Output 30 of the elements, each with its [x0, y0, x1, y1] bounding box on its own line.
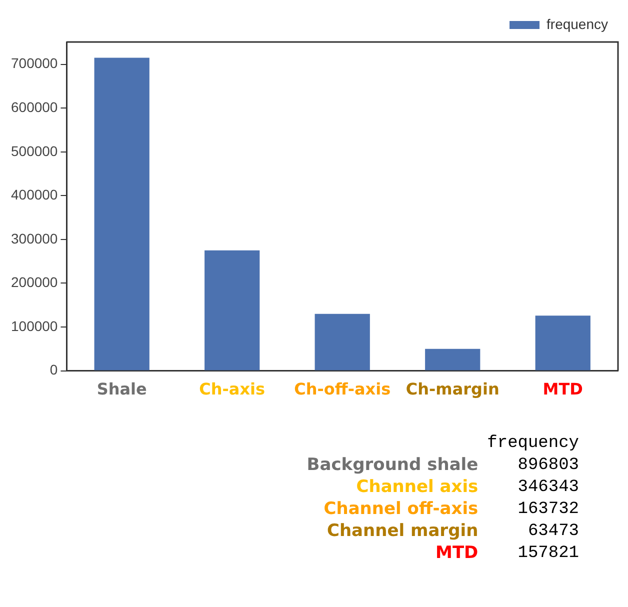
y-tick-label: 700000 [11, 55, 58, 72]
y-tick-label: 0 [50, 362, 58, 378]
y-tick-label: 100000 [11, 318, 58, 334]
bar [204, 250, 260, 370]
text: Channel axis [355, 476, 480, 498]
bar [535, 316, 590, 370]
x-tick-label: Ch-axis [199, 380, 266, 399]
y-tick-label: 600000 [11, 98, 58, 115]
text: Channel margin [326, 520, 480, 542]
bar [425, 348, 480, 370]
x-tick-label: Shale [96, 380, 148, 399]
x-tick-label: Ch-margin [406, 380, 500, 399]
text: Channel off-axis [322, 498, 480, 520]
text: MTD [434, 542, 480, 564]
text: 157821 [516, 542, 580, 564]
text: Background shale [306, 454, 480, 476]
y-tick-label: 200000 [11, 274, 58, 290]
bar [94, 58, 150, 370]
text: 63473 [526, 520, 580, 542]
text: 163732 [516, 498, 580, 520]
y-tick-label: 300000 [11, 230, 58, 246]
text: 346343 [516, 476, 580, 498]
x-tick-label: Ch-off-axis [294, 380, 391, 399]
y-tick-label: 400000 [11, 186, 58, 203]
legend-label: frequency [546, 16, 608, 32]
bar [314, 314, 370, 370]
x-tick-label: MTD [542, 380, 583, 399]
text: frequency [486, 433, 580, 454]
y-tick-label: 500000 [11, 142, 58, 159]
text: 896803 [516, 454, 580, 476]
